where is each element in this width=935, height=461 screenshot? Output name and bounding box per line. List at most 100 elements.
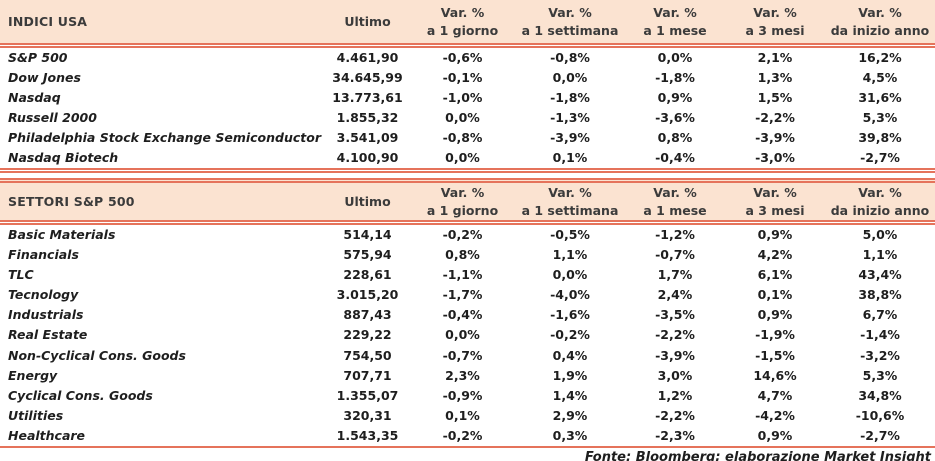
var-percent-value: -0,8% xyxy=(442,129,483,145)
var-percent-value: -0,4% xyxy=(655,149,695,165)
var-percent-value: -3,6% xyxy=(655,109,695,125)
var-percent-value: -0,8% xyxy=(550,49,590,65)
table-row: Utilities 320,31 0,1% 2,9% -2,2% -4,2% -10,6% xyxy=(0,406,935,426)
col-header-var-3-mesi: Var. % a 3 mesi xyxy=(725,0,825,48)
var-percent-value: -0,2% xyxy=(550,327,590,343)
table-row: TLC 228,61 -1,1% 0,0% 1,7% 6,1% 43,4% xyxy=(0,265,935,285)
ultimo-value: 3.015,20 xyxy=(336,286,399,302)
var-percent-value: 0,0% xyxy=(445,149,480,165)
var-percent-value: -0,9% xyxy=(442,387,483,403)
var-percent-value: 3,0% xyxy=(657,367,693,383)
var-percent-value: 6,1% xyxy=(757,266,793,282)
table-row: Philadelphia Stock Exchange Semiconducto… xyxy=(0,128,935,148)
col-header-ultimo: Ultimo xyxy=(325,0,410,48)
var-percent-value: 4,7% xyxy=(757,387,793,403)
var-percent-value: -1,9% xyxy=(755,327,795,343)
var-percent-value: 0,0% xyxy=(445,109,480,125)
var-percent-value: 2,4% xyxy=(657,286,693,302)
ultimo-value: 514,14 xyxy=(343,226,392,242)
row-label: Basic Materials xyxy=(8,226,116,242)
var-percent-value: 0,0% xyxy=(552,266,588,282)
var-percent-value: 0,3% xyxy=(552,428,588,444)
var-percent-value: 1,2% xyxy=(657,387,693,403)
var-percent-value: -2,7% xyxy=(860,428,900,444)
var-percent-value: 5,3% xyxy=(862,367,898,383)
row-label: Dow Jones xyxy=(8,69,81,85)
var-percent-value: 0,1% xyxy=(445,408,480,424)
ultimo-value: 3.541,09 xyxy=(336,129,399,145)
col-header-var-1-settimana: Var. % a 1 settimana xyxy=(515,0,625,48)
var-percent-value: 4,2% xyxy=(757,246,793,262)
var-percent-value: 0,4% xyxy=(552,347,588,363)
indici-usa-header: INDICI USA Ultimo Var. % a 1 giorno Var. … xyxy=(0,0,935,48)
var-percent-value: 43,4% xyxy=(858,266,902,282)
col-header-var-1-settimana: Var. % a 1 settimana xyxy=(515,177,625,225)
table-row: Non-Cyclical Cons. Goods 754,50 -0,7% 0,4% -… xyxy=(0,345,935,365)
var-percent-value: 39,8% xyxy=(858,129,902,145)
row-label: Nasdaq xyxy=(8,89,61,105)
var-percent-value: 4,5% xyxy=(862,69,898,85)
indici-usa-body: S&P 500 4.461,90 -0,6% -0,8% 0,0% 2,1% 16,2% Do… xyxy=(0,45,935,170)
table-row: Energy 707,71 2,3% 1,9% 3,0% 14,6% 5,3% xyxy=(0,366,935,386)
var-percent-value: -3,9% xyxy=(755,129,795,145)
ultimo-value: 4.100,90 xyxy=(336,149,399,165)
col-header-var-inizio-anno: Var. % da inizio anno xyxy=(825,177,935,225)
var-percent-value: -1,8% xyxy=(655,69,695,85)
var-percent-value: 14,6% xyxy=(753,367,797,383)
table-title-indici-usa: INDICI USA xyxy=(0,0,325,48)
table-row: Tecnology 3.015,20 -1,7% -4,0% 2,4% 0,1% 38,8% xyxy=(0,285,935,305)
var-percent-value: -2,7% xyxy=(860,149,900,165)
var-percent-value: 0,9% xyxy=(757,307,793,323)
var-percent-value: -1,7% xyxy=(442,286,483,302)
row-label: Russell 2000 xyxy=(8,109,97,125)
col-header-var-1-giorno: Var. % a 1 giorno xyxy=(410,177,515,225)
row-label: Cyclical Cons. Goods xyxy=(8,387,153,403)
var-percent-value: -3,2% xyxy=(860,347,900,363)
var-percent-value: 1,5% xyxy=(757,89,793,105)
row-label: S&P 500 xyxy=(8,49,68,65)
var-percent-value: -1,0% xyxy=(442,89,483,105)
var-percent-value: -1,8% xyxy=(550,89,590,105)
settori-sp500-table: SETTORI S&P 500 Ultimo Var. % a 1 giorno … xyxy=(0,177,935,449)
var-percent-value: 0,0% xyxy=(445,327,480,343)
var-percent-value: 0,8% xyxy=(657,129,693,145)
var-percent-value: 2,3% xyxy=(445,367,480,383)
table-row: Russell 2000 1.855,32 0,0% -1,3% -3,6% -2,2% 5… xyxy=(0,108,935,128)
var-percent-value: -2,3% xyxy=(655,428,695,444)
var-percent-value: -1,4% xyxy=(860,327,900,343)
var-percent-value: 0,9% xyxy=(757,226,793,242)
row-label: Non-Cyclical Cons. Goods xyxy=(8,347,186,363)
table-title-settori-sp500: SETTORI S&P 500 xyxy=(0,177,325,225)
row-label: Philadelphia Stock Exchange Semiconducto… xyxy=(8,129,322,145)
ultimo-value: 1.543,35 xyxy=(336,428,399,444)
var-percent-value: 1,7% xyxy=(657,266,693,282)
row-label: Energy xyxy=(8,367,58,383)
var-percent-value: 2,1% xyxy=(757,49,793,65)
row-label: Industrials xyxy=(8,307,84,323)
var-percent-value: 1,1% xyxy=(552,246,588,262)
var-percent-value: 5,3% xyxy=(862,109,898,125)
var-percent-value: 1,3% xyxy=(757,69,793,85)
table-row: Cyclical Cons. Goods 1.355,07 -0,9% 1,4% 1,2… xyxy=(0,386,935,406)
var-percent-value: 1,1% xyxy=(862,246,898,262)
table-row: Financials 575,94 0,8% 1,1% -0,7% 4,2% 1,1% xyxy=(0,245,935,265)
var-percent-value: 1,4% xyxy=(552,387,588,403)
var-percent-value: -2,2% xyxy=(655,408,695,424)
row-label: TLC xyxy=(8,266,34,282)
ultimo-value: 1.355,07 xyxy=(336,387,399,403)
var-percent-value: 0,0% xyxy=(657,49,693,65)
row-label: Tecnology xyxy=(8,286,79,302)
ultimo-value: 229,22 xyxy=(343,327,392,343)
var-percent-value: -3,9% xyxy=(655,347,695,363)
indici-usa-table: INDICI USA Ultimo Var. % a 1 giorno Var. … xyxy=(0,0,935,173)
ultimo-value: 575,94 xyxy=(343,246,392,262)
var-percent-value: 16,2% xyxy=(858,49,902,65)
col-header-var-3-mesi: Var. % a 3 mesi xyxy=(725,177,825,225)
table-row: Basic Materials 514,14 -0,2% -0,5% -1,2% 0,9%… xyxy=(0,222,935,245)
var-percent-value: -0,1% xyxy=(442,69,483,85)
col-header-var-inizio-anno: Var. % da inizio anno xyxy=(825,0,935,48)
row-label: Nasdaq Biotech xyxy=(8,149,119,165)
ultimo-value: 887,43 xyxy=(343,307,392,323)
col-header-var-1-mese: Var. % a 1 mese xyxy=(625,177,725,225)
var-percent-value: -2,2% xyxy=(655,327,695,343)
